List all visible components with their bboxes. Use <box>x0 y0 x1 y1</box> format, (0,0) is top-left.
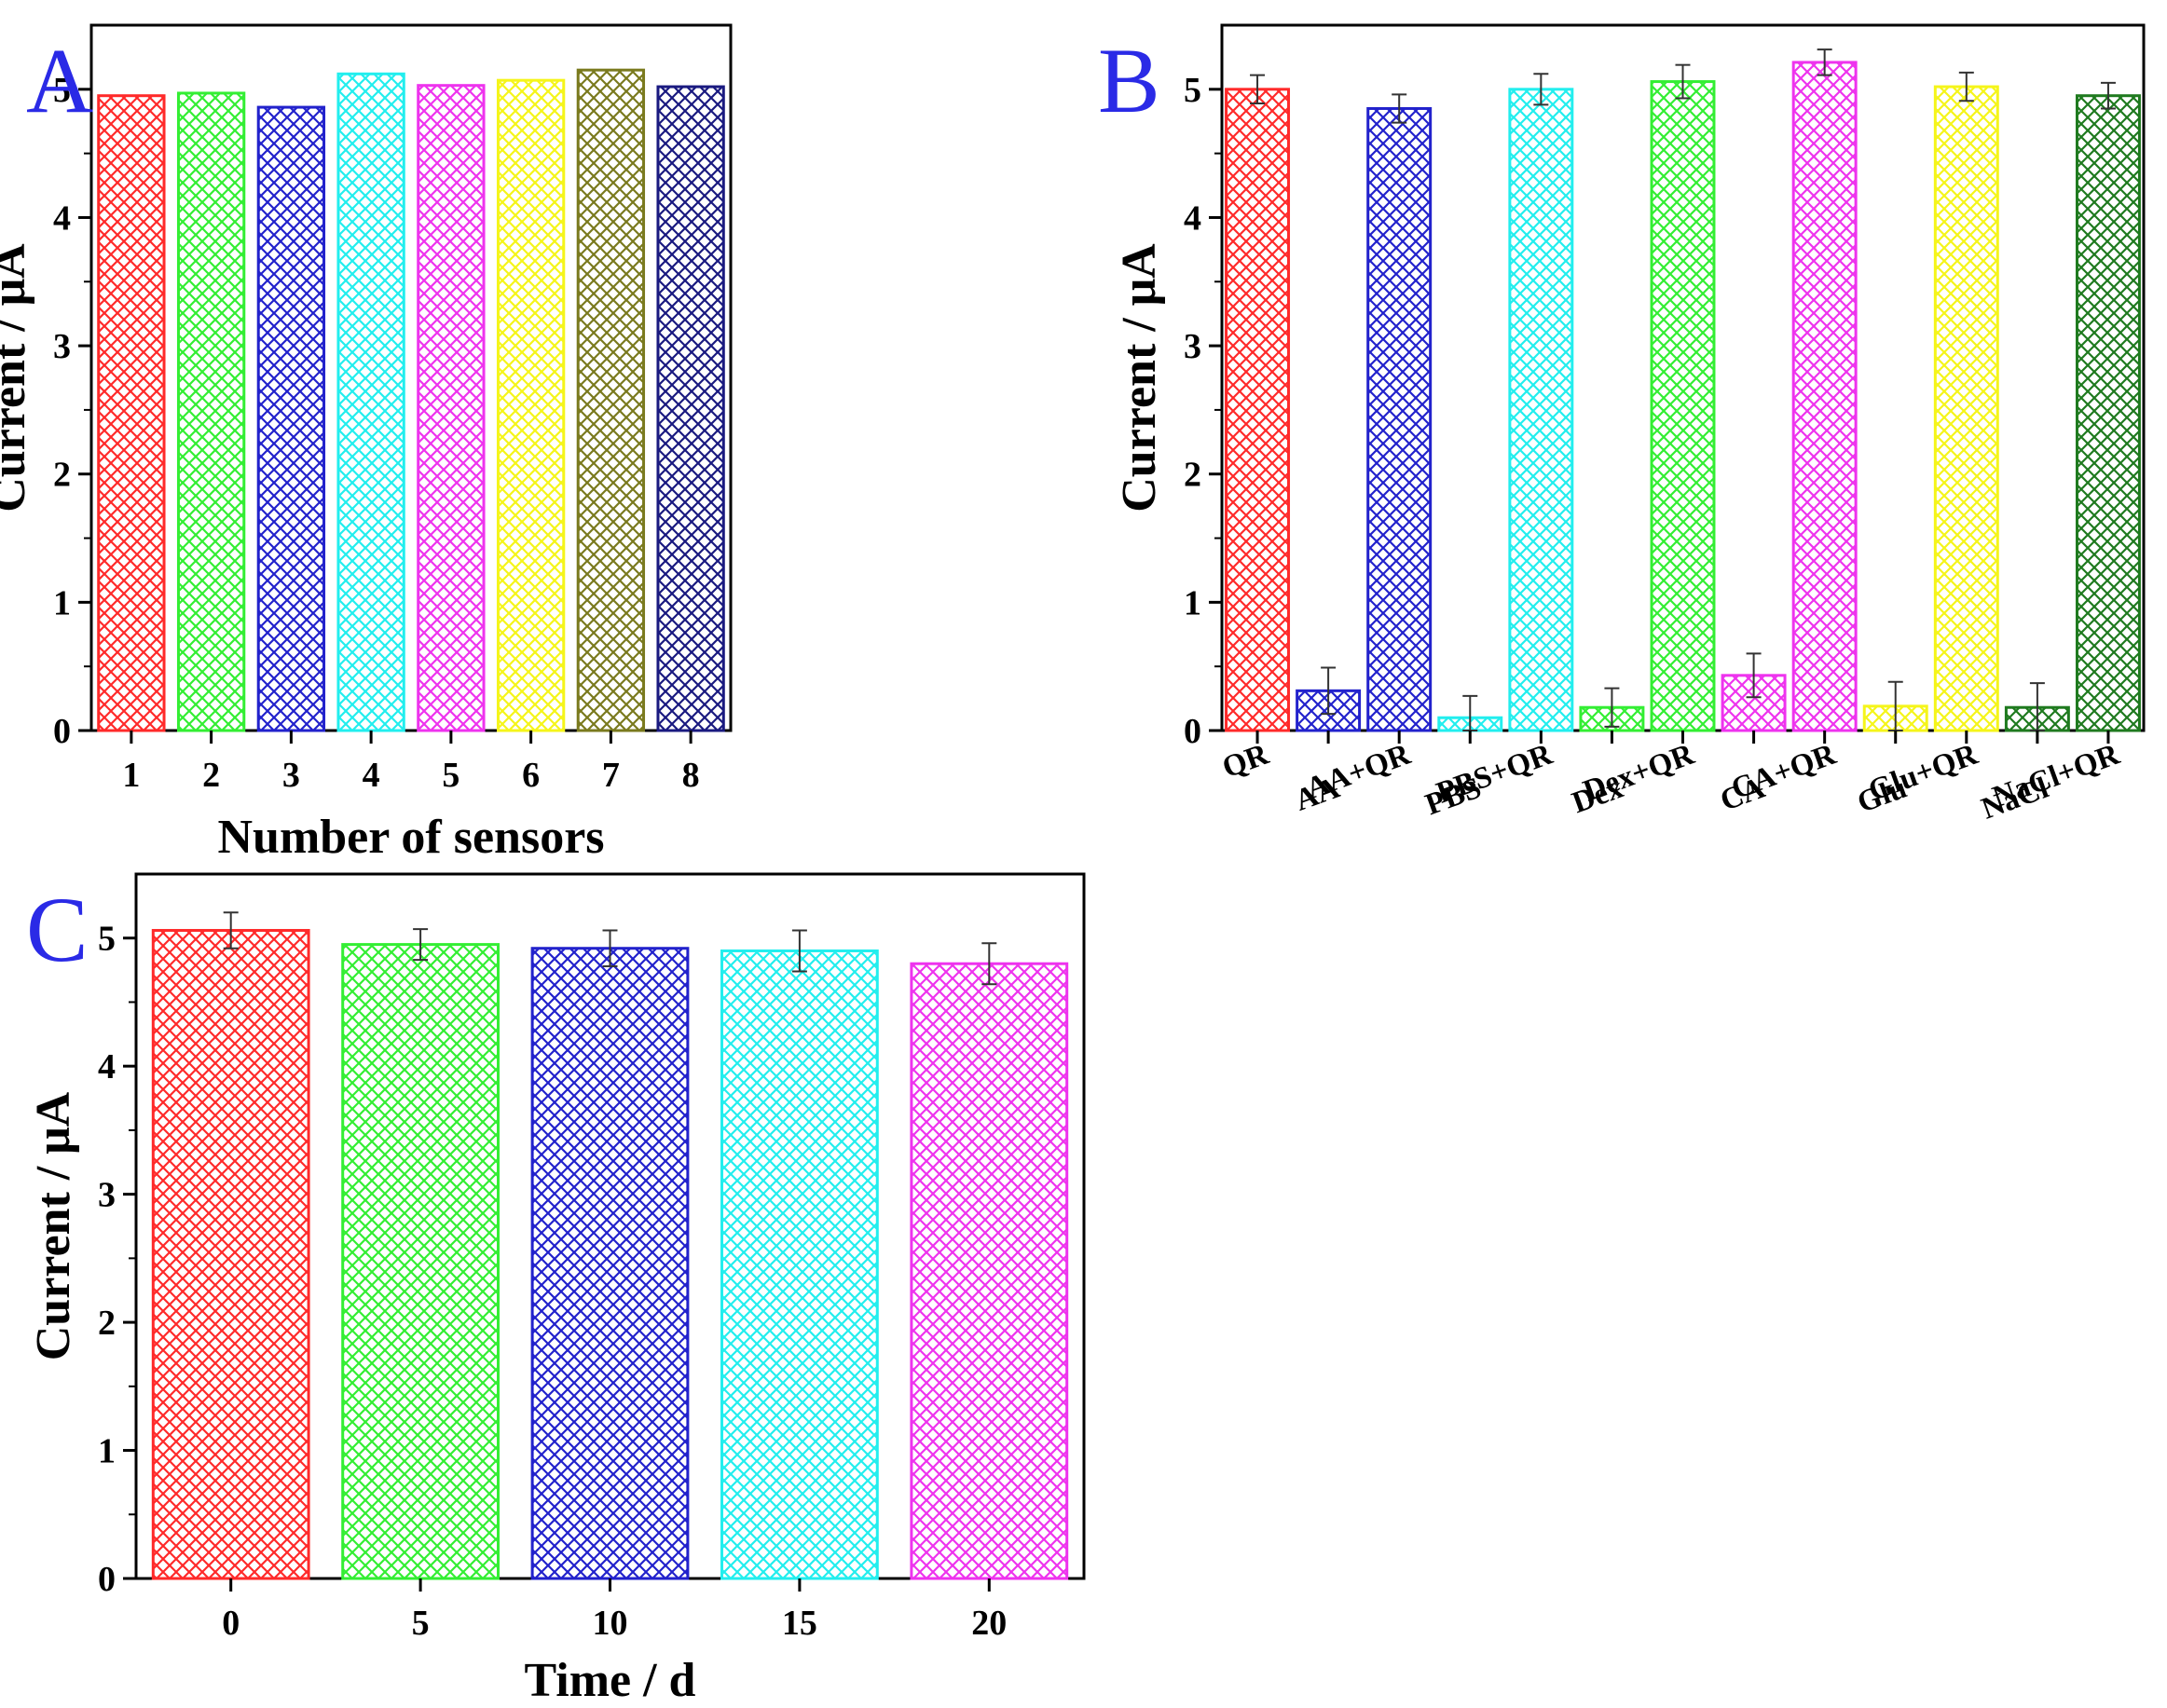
panel-a-category-label: 7 <box>602 756 620 795</box>
panel-b-y-tick-label: 1 <box>1184 583 1201 622</box>
panel-b-y-tick-label: 4 <box>1184 198 1201 238</box>
panel-a-category-label: 8 <box>682 756 700 795</box>
panel-b-letter: B <box>1098 29 1160 132</box>
panel-b-bar <box>2075 94 2141 732</box>
panel-b-y-tick-label: 3 <box>1184 327 1201 366</box>
panel-b-category-label: Dex+QR <box>1579 737 1699 808</box>
panel-c-category-label: 10 <box>593 1604 628 1643</box>
panel-b-bar <box>1650 80 1716 732</box>
panel-b-bar <box>1225 88 1291 732</box>
panel-b-bar <box>1791 61 1858 732</box>
panel-b-y-axis-title: Current / μA <box>1113 243 1166 512</box>
panel-b-category-label: QR <box>1218 737 1274 785</box>
panel-a-y-tick-label: 0 <box>53 712 71 751</box>
panel-b-bar <box>1933 85 1999 732</box>
panel-a-x-axis-title: Number of sensors <box>217 811 604 864</box>
panel-a-bar <box>656 85 725 732</box>
panel-c-y-tick-label: 3 <box>98 1176 116 1215</box>
panel-b-bar <box>1366 106 1433 732</box>
panel-b-y-tick-label: 0 <box>1184 712 1201 751</box>
panel-c-category-label: 20 <box>971 1604 1007 1643</box>
panel-b-y-tick-label: 5 <box>1184 71 1201 110</box>
panel-c-y-tick-label: 5 <box>98 920 116 959</box>
panel-b-bar <box>1508 88 1574 732</box>
panel-b-category-label: CA+QR <box>1727 737 1841 806</box>
panel-a-bar <box>417 84 486 732</box>
panel-c-letter: C <box>26 878 89 981</box>
panel-a-y-tick-label: 4 <box>53 198 71 238</box>
panel-a-category-label: 5 <box>442 756 459 795</box>
panel-c-bar <box>720 949 879 1580</box>
panel-a-sensors-chart: 0 1 2 3 4 5 1 2 3 4 5 6 7 8 Current / μA Number of sens… <box>0 23 733 864</box>
panel-c-y-tick-label: 1 <box>98 1432 116 1471</box>
panel-b-category-label: NaCl+QR <box>1988 737 2125 814</box>
panel-c-category-label: 15 <box>782 1604 817 1643</box>
panel-a-y-tick-label: 3 <box>53 327 71 366</box>
panel-b-category-label: PBS+QR <box>1433 737 1557 810</box>
panel-c-bar <box>530 947 690 1580</box>
panel-c-y-tick-label: 0 <box>98 1560 116 1599</box>
panel-a-bar <box>256 105 326 732</box>
panel-b-category-label: Glu+QR <box>1864 737 1983 808</box>
panel-a-category-label: 3 <box>282 756 300 795</box>
panel-a-y-axis-title: Current / μA <box>0 243 35 512</box>
panel-a-y-tick-label: 2 <box>53 456 71 495</box>
panel-c-y-tick-label: 2 <box>98 1304 116 1343</box>
panel-a-category-label: 2 <box>202 756 220 795</box>
panel-b-y-tick-label: 2 <box>1184 456 1201 495</box>
panel-a-y-tick-label: 1 <box>53 583 71 622</box>
panel-a-y-tick-label: 5 <box>53 71 71 110</box>
panel-a-bar <box>176 91 246 732</box>
panel-c-stability-chart: 0 1 2 3 4 5 0 5 10 15 20 Current / μA Time / d C <box>26 872 1086 1707</box>
panel-a-letter: A <box>26 29 93 132</box>
panel-c-x-axis-title: Time / d <box>525 1654 696 1707</box>
panel-a-bar <box>336 72 405 732</box>
panel-c-bar <box>910 962 1069 1580</box>
panel-a-category-label: 1 <box>122 756 140 795</box>
panel-a-category-label: 4 <box>363 756 380 795</box>
panel-c-y-axis-title: Current / μA <box>27 1091 80 1360</box>
panel-c-bar <box>341 943 500 1580</box>
panel-a-frame <box>89 23 733 732</box>
panel-a-bar <box>496 78 566 732</box>
panel-b-category-label: AA+QR <box>1302 737 1416 806</box>
panel-a-category-label: 6 <box>522 756 540 795</box>
panel-c-category-label: 0 <box>222 1604 240 1643</box>
panel-a-bar <box>576 68 646 732</box>
panel-c-bar <box>151 928 310 1580</box>
panel-c-y-tick-label: 4 <box>98 1047 116 1086</box>
panel-a-bar <box>97 94 166 732</box>
panel-c-category-label: 5 <box>412 1604 430 1643</box>
